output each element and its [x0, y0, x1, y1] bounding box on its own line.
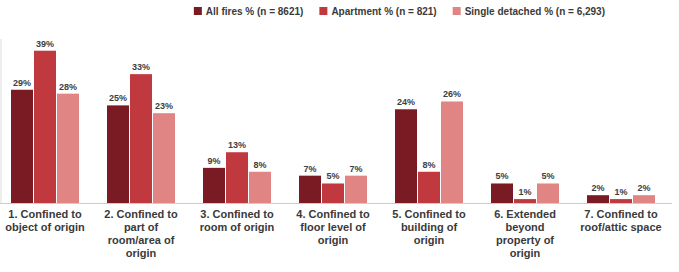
data-label: 5%	[495, 171, 508, 181]
bar	[153, 113, 175, 203]
bar	[610, 199, 632, 203]
legend-swatch	[319, 7, 327, 15]
data-label: 8%	[422, 160, 435, 170]
chart-container: 29% 25% 9% 7% 24% 5% 2% 39% 33% 13% 5% 8% 1% 1% 28% 23%…	[0, 0, 679, 272]
data-label: 2%	[637, 183, 650, 193]
bar	[345, 176, 367, 203]
bar	[107, 105, 129, 203]
bar	[441, 101, 463, 203]
legend-swatch	[453, 7, 461, 15]
bar	[587, 195, 609, 203]
data-label: 24%	[397, 97, 415, 107]
legend: All fires % (n = 8621) Apartment % (n = 8…	[194, 6, 605, 17]
bar	[11, 90, 33, 203]
category-label: 4. Confined tofloor level oforigin	[296, 208, 370, 246]
category-label: 6. Extendedbeyondproperty oforigin	[494, 208, 556, 259]
y-axis-line	[1, 39, 2, 203]
bar	[226, 152, 248, 203]
data-label: 1%	[614, 187, 627, 197]
bar	[491, 183, 513, 203]
data-label: 1%	[518, 187, 531, 197]
bar	[537, 183, 559, 203]
bar	[299, 176, 321, 203]
data-label: 33%	[132, 62, 150, 72]
category-label: 2. Confined topart ofroom/area oforigin	[104, 208, 178, 259]
data-label: 23%	[155, 101, 173, 111]
bar	[130, 74, 152, 203]
chart: 29% 25% 9% 7% 24% 5% 2% 39% 33% 13% 5% 8% 1% 1% 28% 23%…	[0, 0, 679, 272]
legend-swatch	[194, 7, 202, 15]
data-label: 8%	[253, 160, 266, 170]
legend-label: Apartment % (n = 821)	[331, 6, 436, 17]
data-label: 7%	[349, 164, 362, 174]
data-label: 2%	[591, 183, 604, 193]
data-label: 13%	[228, 140, 246, 150]
bar	[203, 168, 225, 203]
legend-label: Single detached % (n = 6,293)	[465, 6, 605, 17]
category-label: 5. Confined tobuilding oforigin	[392, 208, 466, 246]
data-label: 29%	[13, 78, 31, 88]
bar	[249, 172, 271, 203]
data-label: 26%	[443, 89, 461, 99]
bar	[395, 109, 417, 203]
data-label: 28%	[59, 82, 77, 92]
bars	[11, 51, 655, 203]
data-label: 39%	[36, 39, 54, 49]
data-label: 7%	[303, 164, 316, 174]
category-label: 3. Confined toroom of origin	[200, 208, 275, 233]
category-label: 1. Confined toobject of origin	[5, 208, 85, 233]
data-label: 5%	[326, 171, 339, 181]
data-labels: 29% 25% 9% 7% 24% 5% 2% 39% 33% 13% 5% 8% 1% 1% 28% 23%…	[13, 39, 651, 197]
data-label: 5%	[541, 171, 554, 181]
bar	[514, 199, 536, 203]
x-axis-line	[0, 203, 672, 204]
bar	[322, 183, 344, 203]
category-label: 7. Confined toroof/attic space	[580, 208, 661, 233]
data-label: 25%	[109, 93, 127, 103]
bar	[57, 94, 79, 203]
bar	[633, 195, 655, 203]
legend-label: All fires % (n = 8621)	[206, 6, 304, 17]
bar	[34, 51, 56, 203]
bar	[418, 172, 440, 203]
data-label: 9%	[207, 156, 220, 166]
